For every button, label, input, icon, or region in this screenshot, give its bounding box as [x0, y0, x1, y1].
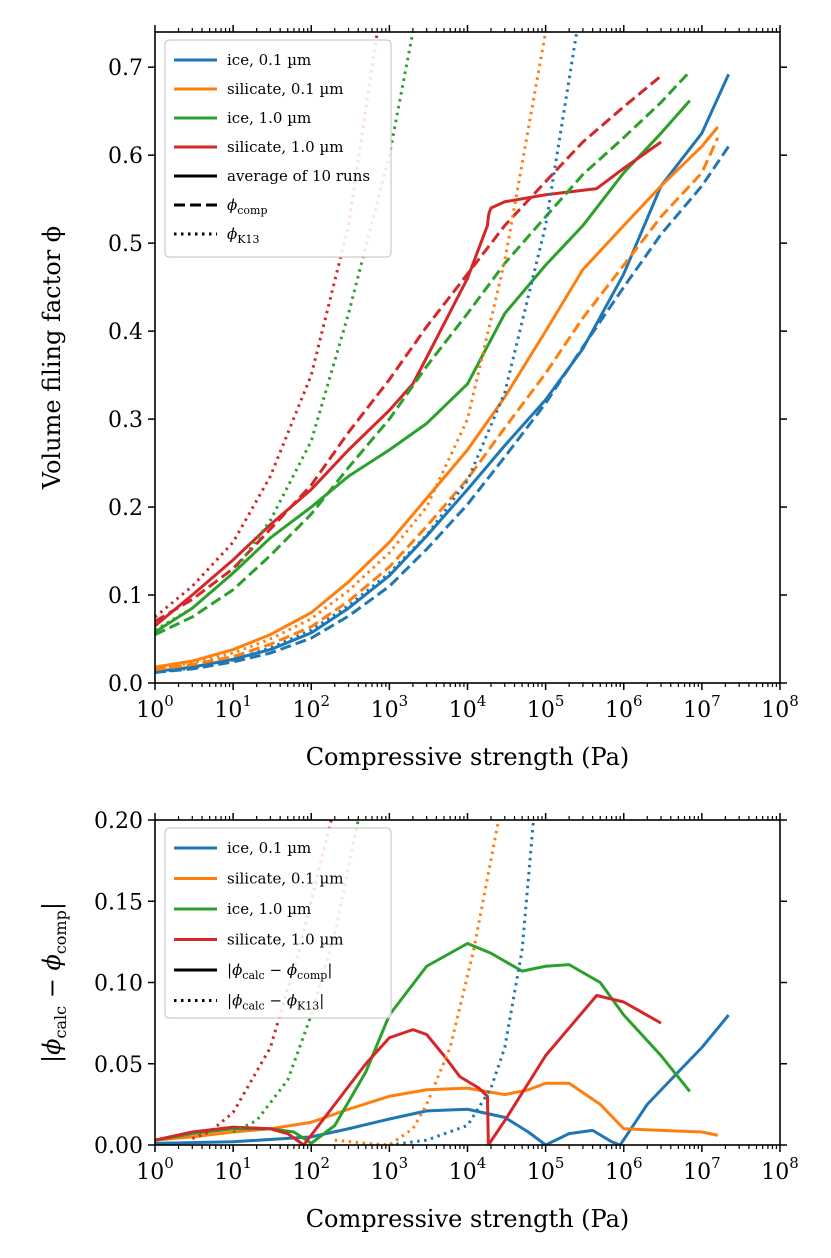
x-tick-label: 102 — [292, 692, 330, 723]
y-tick-label: 0.7 — [108, 56, 143, 81]
y-axis-label: |ϕcalc − ϕcomp| — [38, 902, 70, 1063]
legend-entry: ϕcomp — [227, 196, 268, 217]
x-tick-label: 100 — [136, 1154, 174, 1185]
series-line-diff_K13-6 — [232, 820, 360, 1134]
y-tick-label: 0.10 — [94, 972, 143, 997]
x-tick-label: 101 — [214, 692, 252, 723]
x-tick-label: 100 — [136, 692, 174, 723]
legend-entry: silicate, 1.0 µm — [227, 138, 343, 156]
series-line-diff_K13-4 — [389, 820, 536, 1145]
x-axis-label: Compressive strength (Pa) — [306, 1205, 630, 1233]
bottom-panel: 100 101 102 103 104 105 106 107 108 0.00 0.05 0.10 0… — [38, 809, 799, 1233]
y-tick-label: 0.0 — [108, 672, 143, 697]
y-tick-label: 0.05 — [94, 1053, 143, 1078]
x-tick-label: 104 — [449, 1154, 487, 1185]
series-line-average-3 — [155, 140, 662, 627]
series-line-phi_K13-9 — [155, 32, 548, 671]
legend-entry: average of 10 runs — [227, 167, 370, 185]
x-tick-label: 105 — [527, 1154, 565, 1185]
series-line-phi_comp-5 — [155, 136, 720, 672]
y-tick-label: 0.20 — [94, 809, 143, 834]
x-tick-label: 107 — [683, 1154, 721, 1185]
x-tick-label: 106 — [605, 1154, 643, 1185]
y-tick-label: 0.2 — [108, 496, 143, 521]
legend-entry: ice, 1.0 µm — [227, 900, 311, 918]
x-tick-label: 105 — [527, 692, 565, 723]
x-tick-label: 108 — [761, 692, 799, 723]
series-line-phi_comp-4 — [155, 145, 730, 674]
legend-box — [164, 827, 392, 1019]
x-tick-label: 106 — [605, 692, 643, 723]
legend-box — [164, 39, 392, 258]
y-tick-label: 0.00 — [94, 1134, 143, 1159]
y-tick-label: 0.1 — [108, 584, 143, 609]
legend-entry: silicate, 0.1 µm — [227, 870, 343, 888]
y-tick-label: 0.15 — [94, 890, 143, 915]
series-line-diff_K13-7 — [191, 820, 333, 1140]
legend-entry: silicate, 0.1 µm — [227, 80, 343, 98]
y-tick-label: 0.6 — [108, 144, 143, 169]
legend-entry: ice, 1.0 µm — [227, 109, 311, 127]
plot-area — [155, 820, 730, 1145]
y-axis-label: Volume filing factor ϕ — [38, 226, 66, 490]
x-axis-label: Compressive strength (Pa) — [306, 743, 630, 771]
legend-entry: ϕK13 — [227, 225, 259, 246]
series-line-diff_K13-5 — [334, 820, 501, 1145]
x-tick-label: 101 — [214, 1154, 252, 1185]
y-tick-label: 0.5 — [108, 232, 143, 257]
legend: ice, 0.1 µm silicate, 0.1 µm ice, 1.0 µm si… — [164, 827, 392, 1019]
series-line-average-1 — [155, 126, 719, 669]
x-tick-label: 102 — [292, 1154, 330, 1185]
series-line-diff_comp-0 — [155, 1014, 730, 1145]
x-tick-label: 107 — [683, 692, 721, 723]
y-tick-label: 0.4 — [108, 320, 143, 345]
legend-entry: ice, 0.1 µm — [227, 51, 311, 69]
legend-entry: |ϕcalc − ϕcomp| — [227, 961, 332, 982]
legend-entry: ice, 0.1 µm — [227, 839, 311, 857]
legend-entry: silicate, 1.0 µm — [227, 931, 343, 949]
x-tick-label: 103 — [371, 692, 409, 723]
series-line-phi_K13-8 — [155, 32, 579, 674]
series-line-diff_comp-3 — [155, 994, 662, 1145]
legend: ice, 0.1 µm silicate, 0.1 µm ice, 1.0 µm si… — [164, 39, 392, 258]
y-tick-label: 0.3 — [108, 408, 143, 433]
x-tick-label: 108 — [761, 1154, 799, 1185]
x-tick-label: 104 — [449, 692, 487, 723]
series-line-phi_comp-7 — [155, 74, 662, 623]
series-line-average-2 — [155, 99, 691, 634]
x-tick-label: 103 — [371, 1154, 409, 1185]
top-panel: 100 101 102 103 104 105 106 107 108 0.0 0.1 0.2 0.3 0… — [38, 25, 799, 771]
series-line-phi_comp-6 — [155, 70, 691, 636]
series-line-phi_K13-11 — [155, 32, 379, 619]
legend-entry: |ϕcalc − ϕK13| — [227, 992, 324, 1013]
